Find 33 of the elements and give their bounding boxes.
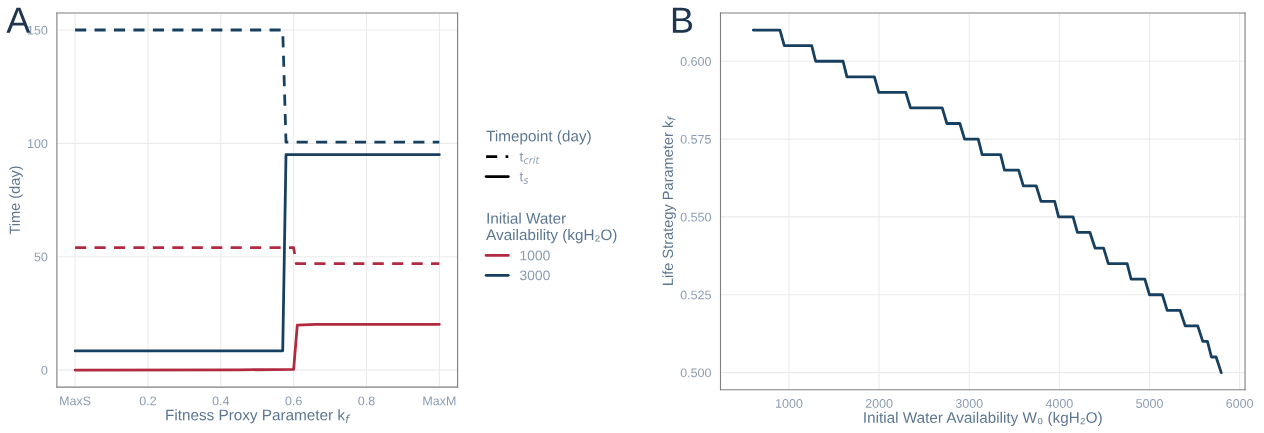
y-axis-title: Time (day): [9, 166, 23, 235]
x-tick-label: MaxS: [60, 396, 91, 406]
line-series: [73, 322, 441, 372]
x-axis-title: Initial Water Availability W₀ (kgH₂O): [864, 411, 1102, 427]
legend-label: 3000: [519, 270, 550, 281]
x-tick-label: 6000: [1226, 399, 1254, 408]
x-tick-label: 0.2: [139, 396, 157, 406]
x-tick-label: 5000: [1136, 399, 1163, 408]
y-axis-title: Life Strategy Parameter k$_{f}$: [662, 115, 676, 285]
y-tick-label: 0.600: [680, 57, 711, 66]
y-tick-label: 0.525: [680, 290, 711, 300]
chart-title: B: [672, 7, 693, 33]
x-axis-title: Fitness Proxy Parameter k$_{f}$: [166, 409, 351, 424]
text: Timepoint (day): [486, 130, 591, 145]
x-tick-label: 0.4: [212, 396, 230, 406]
x-tick-label: 3000: [955, 399, 983, 408]
x-tick-label: MaxM: [423, 396, 456, 406]
text: Initial Water Availability (kgH₂O): [486, 212, 617, 244]
text: t$_{crit}$: [519, 152, 540, 164]
y-tick-label: 100: [27, 139, 48, 149]
y-tick-label: 0: [41, 365, 48, 375]
x-tick-label: 2000: [865, 399, 893, 408]
y-tick-label: 50: [34, 252, 48, 262]
text: t$_{s}$: [519, 172, 529, 184]
x-tick-label: 4000: [1045, 399, 1073, 408]
line-series: [751, 28, 1223, 374]
x-tick-label: 1000: [776, 399, 803, 408]
legend-label: 1000: [520, 250, 550, 261]
x-tick-label: 0.6: [285, 396, 302, 406]
x-tick-label: 0.8: [358, 396, 375, 406]
y-tick-label: 0.550: [680, 212, 711, 222]
y-tick-label: 0.500: [680, 368, 711, 378]
y-tick-label: 0.575: [680, 134, 711, 144]
